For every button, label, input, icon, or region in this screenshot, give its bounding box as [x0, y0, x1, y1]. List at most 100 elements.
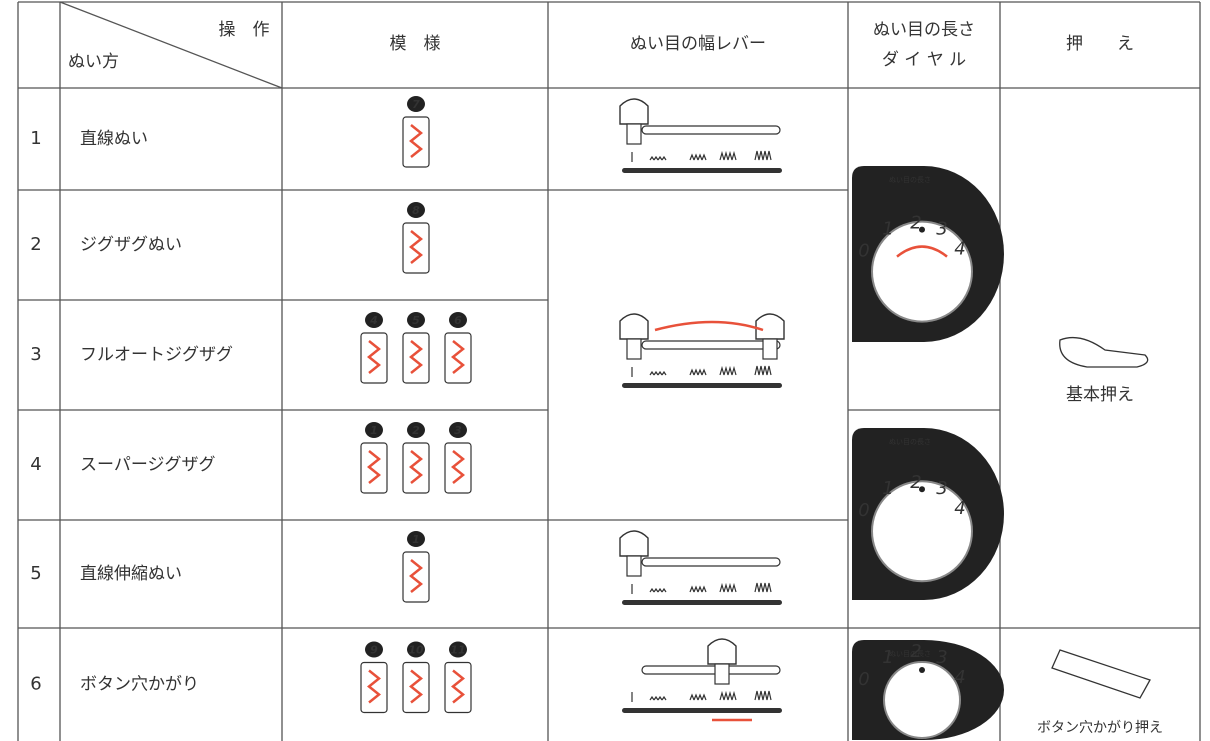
fabric	[444, 661, 472, 714]
label: 1	[882, 478, 893, 499]
dial	[871, 480, 973, 583]
fabric	[444, 332, 472, 384]
scale-bar	[622, 600, 782, 605]
stitch	[366, 340, 382, 374]
label: 押 え	[1066, 34, 1134, 54]
label: 3	[936, 647, 947, 668]
label: 3	[454, 424, 462, 437]
label: ジグザグぬい	[80, 235, 182, 255]
label: 3	[936, 219, 947, 240]
label: 5	[30, 563, 41, 584]
pattern-badge	[365, 422, 383, 438]
pattern-badge	[407, 202, 425, 218]
dial-arrow	[896, 245, 948, 258]
label: 8	[412, 204, 420, 217]
scale-bar	[622, 708, 782, 713]
stitch	[450, 669, 466, 704]
label: 1	[882, 647, 893, 668]
lever-stem	[714, 663, 730, 685]
label: 2	[412, 424, 420, 437]
scale-bar	[622, 168, 782, 173]
lever-knob	[619, 98, 649, 125]
lever-stem	[626, 555, 642, 577]
label: 4	[954, 498, 965, 519]
label: ダ イ ヤ ル	[882, 50, 966, 70]
label: 2	[30, 234, 41, 255]
label: 6	[30, 674, 41, 695]
lever-bar	[641, 125, 781, 135]
label: 6	[454, 314, 462, 327]
label: 4	[954, 239, 965, 260]
stitch	[408, 669, 424, 704]
label: ぬい目の幅レバー	[630, 34, 766, 54]
label: 9	[370, 644, 378, 657]
label: 2	[910, 213, 921, 234]
label: 4	[954, 667, 965, 688]
lever-bar	[641, 557, 781, 567]
lever-bar	[641, 665, 781, 675]
lever-stem	[762, 338, 778, 360]
pattern-badge	[449, 641, 467, 658]
label: 4	[369, 314, 378, 327]
fabric	[360, 661, 388, 714]
label: 基本押え	[1066, 385, 1134, 405]
label: ぬい目の長さ	[889, 650, 931, 658]
label: 操 作	[219, 20, 270, 40]
label: 0	[858, 241, 869, 262]
lever-knob	[619, 313, 649, 340]
fabric	[402, 222, 430, 274]
pattern-badge	[449, 422, 467, 438]
label: 2	[910, 641, 921, 662]
presser-foot	[1051, 649, 1151, 699]
range-arrow	[654, 320, 764, 332]
label: 0	[858, 669, 869, 690]
label: 3	[936, 478, 947, 499]
stitch	[408, 340, 424, 374]
label: ぬい目の長さ	[873, 20, 975, 40]
label: 1	[30, 128, 41, 149]
lever-knob	[755, 313, 785, 340]
pattern-badge	[407, 422, 425, 438]
label: ボタン穴かがり押え	[1037, 720, 1163, 736]
pattern-badge	[407, 96, 425, 112]
pattern-badge	[365, 641, 383, 658]
label: 5	[412, 314, 420, 327]
label: 7	[412, 98, 420, 111]
label: ぬい方	[68, 52, 119, 72]
lever-knob	[707, 638, 737, 665]
fabric	[402, 332, 430, 384]
label: 直線伸縮ぬい	[80, 564, 182, 584]
dial	[883, 661, 961, 739]
label: ボタン穴かがり	[80, 675, 199, 695]
width-scale	[631, 582, 772, 594]
lever-bar	[641, 340, 781, 350]
label: ぬい目の長さ	[889, 438, 931, 446]
label: 3	[30, 344, 41, 365]
pattern-badge	[407, 312, 425, 328]
stitch	[366, 669, 382, 704]
fabric	[360, 332, 388, 384]
scale-bar	[622, 383, 782, 388]
label: フルオートジグザグ	[80, 345, 233, 365]
pattern-badge	[449, 312, 467, 328]
label: スーパージグザグ	[80, 455, 216, 475]
lever-stem	[626, 338, 642, 360]
label: 10	[408, 644, 424, 657]
stitch	[408, 124, 424, 158]
width-scale	[631, 690, 772, 702]
stitch	[408, 230, 424, 264]
lever-stem	[626, 123, 642, 145]
label: ぬい目の長さ	[889, 176, 931, 184]
label: 11	[450, 644, 465, 657]
lever-knob	[619, 530, 649, 557]
dial-dot	[919, 226, 925, 233]
pattern-badge	[407, 641, 425, 658]
pattern-badge	[365, 312, 383, 328]
table-rule	[59, 1, 283, 89]
stitch	[450, 450, 466, 484]
label: 模 様	[390, 34, 441, 54]
pattern-badge	[407, 531, 425, 547]
label: 1	[882, 219, 893, 240]
label: 4	[30, 454, 41, 475]
